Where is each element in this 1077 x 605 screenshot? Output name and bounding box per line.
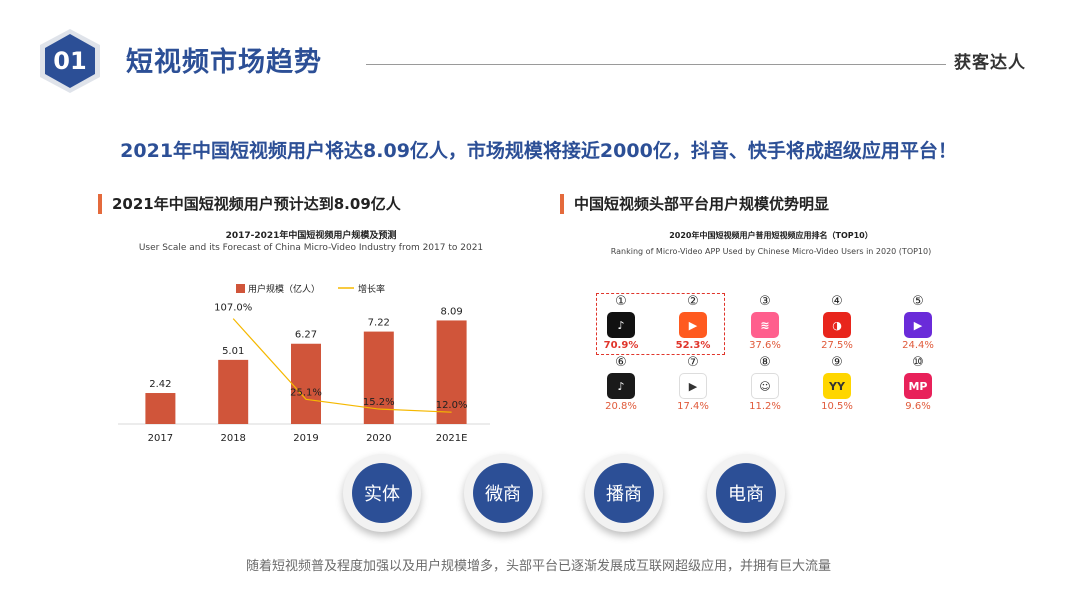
app-rank-number: ⑦ (687, 355, 699, 370)
app-rank-number: ③ (759, 294, 771, 309)
app-rank-percentage: 70.9% (603, 340, 639, 351)
app-rank-percentage: 37.6% (749, 340, 781, 351)
circle-boshang: 播商 (585, 454, 663, 532)
growth-rate-label: 107.0% (214, 303, 252, 314)
haokan-icon: ≋ (751, 312, 779, 338)
xigua-icon: ◑ (823, 312, 851, 338)
section-badge (38, 28, 102, 94)
app-rank-number: ⑧ (759, 355, 771, 370)
douyin-icon: ♪ (607, 312, 635, 338)
chart-title-en: User Scale and its Forecast of China Mic… (138, 243, 484, 253)
circle-dianshang: 电商 (707, 454, 785, 532)
left-section-title: 2021年中国短视频用户预计达到8.09亿人 (98, 194, 401, 214)
meipai-icon: MP (904, 373, 932, 399)
bar-value-label: 7.22 (368, 318, 390, 329)
ranking-title-en: Ranking of Micro-Video APP Used by Chine… (610, 247, 932, 256)
bar (436, 320, 467, 424)
circle-shiti: 实体 (343, 454, 421, 532)
app-rank-item: ⑥ ♪ 20.8% (591, 356, 651, 416)
circle-weishang: 微商 (464, 454, 542, 532)
growth-rate-label: 12.0% (436, 400, 468, 411)
app-rank-number: ① (615, 294, 627, 309)
app-rank-percentage: 9.6% (905, 401, 931, 412)
bar-value-label: 8.09 (440, 306, 462, 317)
app-rank-number: ② (687, 294, 699, 309)
chart-title-cn: 2017-2021年中国短视频用户规模及预测 (225, 231, 397, 241)
quanmin-icon: ☺ (751, 373, 779, 399)
weishi-icon: ▶ (679, 373, 707, 399)
page-title: 短视频市场趋势 (126, 47, 322, 78)
app-rank-number: ⑨ (831, 355, 843, 370)
circle-label: 播商 (594, 463, 654, 523)
x-tick-label: 2017 (148, 433, 173, 444)
app-rank-item: ⑧ ☺ 11.2% (735, 356, 795, 416)
app-rank-percentage: 27.5% (821, 340, 853, 351)
app-rank-item: ⑩ MP 9.6% (888, 356, 948, 416)
app-rank-percentage: 10.5% (821, 401, 853, 412)
bar (291, 343, 321, 424)
app-rank-item: ④ ◑ 27.5% (807, 295, 867, 355)
app-rank-percentage: 20.8% (605, 401, 637, 412)
growth-rate-label: 25.1% (290, 387, 322, 398)
footer-text: 随着短视频普及程度加强以及用户规模增多，头部平台已逐渐发展成互联网超级应用，并拥… (245, 559, 831, 574)
app-rank-percentage: 11.2% (749, 401, 781, 412)
app-rank-number: ⑥ (615, 355, 627, 370)
legend-line-label: 增长率 (358, 283, 385, 295)
bar-value-label: 6.27 (295, 330, 317, 341)
bilibili-icon: ▶ (904, 312, 932, 338)
right-section-title: 中国短视频头部平台用户规模优势明显 (560, 194, 829, 214)
growth-rate-line (232, 318, 452, 413)
bar (363, 331, 394, 424)
app-rank-item: ⑦ ▶ 17.4% (663, 356, 723, 416)
app-rank-item: ② ▶ 52.3% (663, 295, 723, 355)
app-rank-percentage: 52.3% (675, 340, 711, 351)
kuaishou-icon: ▶ (679, 312, 707, 338)
bar (145, 393, 176, 424)
app-rank-item: ③ ≋ 37.6% (735, 295, 795, 355)
growth-rate-label: 15.2% (363, 397, 395, 408)
circle-label: 微商 (473, 463, 533, 523)
x-tick-label: 2021E (436, 433, 468, 444)
top2-highlight-box (596, 293, 725, 355)
bar-value-label: 2.42 (149, 379, 171, 390)
headline: 2021年中国短视频用户将达8.09亿人，市场规模将接近2000亿，抖音、快手将… (120, 140, 957, 162)
app-rank-item: ⑨ YY 10.5% (807, 356, 867, 416)
app-rank-number: ⑤ (912, 294, 924, 309)
app-rank-percentage: 17.4% (677, 401, 709, 412)
app-rank-number: ⑩ (912, 355, 924, 370)
yy-icon: YY (823, 373, 851, 399)
legend-bar-swatch (236, 284, 245, 293)
app-rank-item: ⑤ ▶ 24.4% (888, 295, 948, 355)
x-tick-label: 2019 (293, 433, 318, 444)
user-scale-chart: 用户规模（亿人） 增长率 2.42 2017 5.01 2018 6.27 2019 7.22 2… (118, 283, 490, 444)
header-divider (366, 64, 946, 65)
x-tick-label: 2018 (220, 433, 245, 444)
brand-name: 获客达人 (954, 53, 1026, 73)
legend-bar-label: 用户规模（亿人） (248, 283, 320, 295)
ranking-title-cn: 2020年中国短视频用户普用短视频应用排名（TOP10） (669, 231, 873, 240)
douyin-huoshan-icon: ♪ (607, 373, 635, 399)
circle-label: 实体 (352, 463, 412, 523)
circle-label: 电商 (716, 463, 776, 523)
app-rank-item: ① ♪ 70.9% (591, 295, 651, 355)
x-tick-label: 2020 (366, 433, 391, 444)
app-rank-number: ④ (831, 294, 843, 309)
app-rank-percentage: 24.4% (902, 340, 934, 351)
section-number: 01 (53, 47, 87, 75)
bar-value-label: 5.01 (222, 346, 244, 357)
bar (218, 359, 249, 424)
